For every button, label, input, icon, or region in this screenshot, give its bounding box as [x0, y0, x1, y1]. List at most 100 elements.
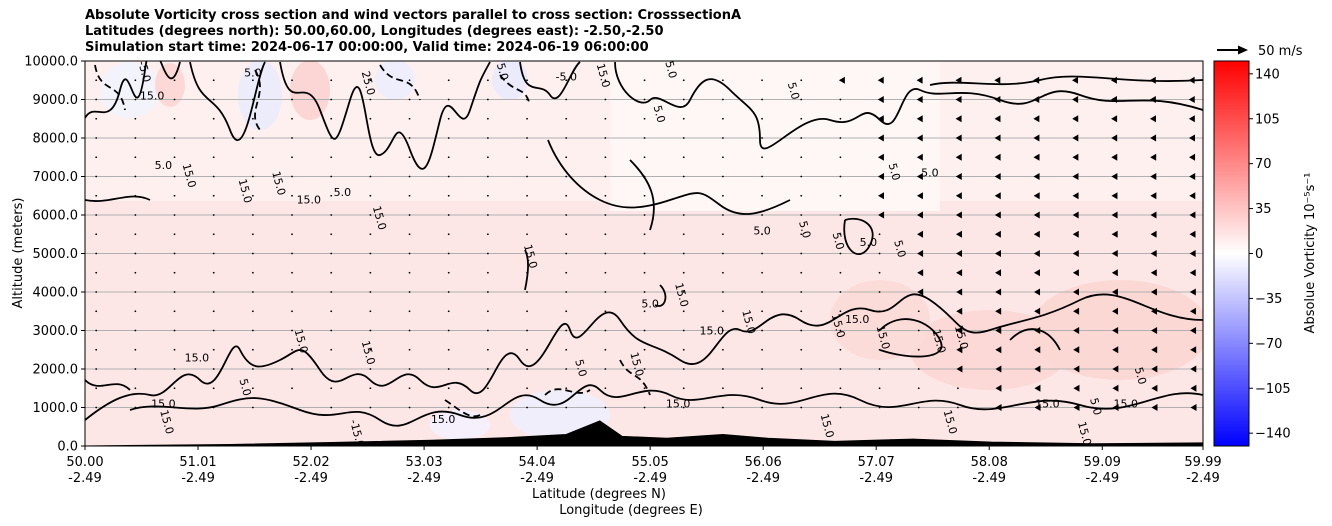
wind-vector	[994, 173, 1001, 180]
contour-label: 15.0	[672, 281, 691, 308]
wind-vector	[721, 117, 724, 120]
wind-vector	[486, 214, 489, 216]
wind-vector	[173, 233, 176, 236]
wind-vector	[408, 310, 411, 313]
wind-vector	[486, 233, 489, 236]
wind-vector	[486, 194, 489, 197]
wind-vector	[878, 291, 881, 293]
x-tick-label-lon: -2.49	[1186, 471, 1220, 486]
wind-vector	[526, 194, 528, 197]
wind-vector	[408, 79, 411, 82]
contour-label: 15.0	[370, 204, 389, 231]
x-tick-label-lon: -2.49	[859, 471, 893, 486]
wind-vector	[643, 98, 646, 101]
wind-vector	[95, 329, 98, 332]
wind-vector	[878, 387, 881, 390]
wind-vector	[916, 134, 923, 142]
wind-vector	[994, 211, 1001, 219]
wind-vector	[917, 387, 920, 390]
wind-vector	[916, 153, 923, 161]
contour-label: 5.0	[1132, 366, 1149, 386]
wind-vector	[721, 175, 724, 178]
wind-vector	[761, 291, 763, 293]
contour-label: 15.0	[627, 351, 646, 378]
wind-vector	[565, 156, 568, 159]
wind-vector	[800, 214, 803, 216]
contour-label: 15.0	[521, 243, 540, 270]
wind-vector	[369, 117, 372, 120]
wind-vector	[1034, 307, 1041, 315]
wind-vector	[604, 194, 607, 197]
wind-vector	[212, 156, 215, 159]
wind-vector	[1033, 211, 1040, 219]
wind-vector	[956, 269, 963, 277]
wind-vector	[877, 96, 884, 103]
contour-label: 15.0	[185, 351, 210, 364]
wind-vector	[526, 252, 528, 255]
wind-vector	[878, 368, 881, 370]
wind-vector	[800, 368, 803, 370]
wind-vector	[173, 137, 176, 139]
contour-label: -15.0	[347, 418, 367, 449]
wind-vector	[761, 175, 763, 178]
wind-vector	[800, 117, 803, 120]
wind-vector	[604, 233, 607, 236]
wind-vector	[1072, 76, 1079, 84]
wind-vector	[1072, 153, 1079, 161]
wind-vector	[173, 214, 176, 216]
wind-vector	[957, 406, 959, 409]
wind-vector	[800, 310, 803, 313]
wind-vector	[877, 76, 884, 84]
wind-vector	[721, 194, 724, 197]
wind-vector	[251, 406, 254, 409]
title-line-1: Absolute Vorticity cross section and win…	[85, 8, 742, 23]
wind-vector	[486, 175, 489, 178]
y-tick-label: 10000.0	[24, 55, 78, 70]
wind-vector	[95, 310, 98, 313]
wind-vector	[408, 175, 411, 178]
quiver-key-label: 50 m/s	[1258, 44, 1303, 59]
wind-vector	[1149, 76, 1156, 84]
wind-vector	[251, 368, 254, 370]
wind-vector	[565, 348, 568, 351]
wind-vector	[917, 269, 924, 277]
wind-vector	[643, 137, 646, 139]
wind-vector	[1033, 230, 1040, 238]
wind-vector	[721, 406, 724, 409]
wind-vector	[565, 387, 568, 390]
wind-vector	[134, 117, 137, 120]
wind-vector	[1033, 269, 1040, 277]
wind-vector	[95, 271, 98, 274]
wind-vector	[994, 153, 1001, 161]
terrain-profile	[85, 420, 1203, 446]
wind-vector	[134, 406, 137, 409]
wind-vector	[1151, 346, 1158, 354]
wind-vector	[565, 194, 568, 197]
contour-label: 5.0	[886, 162, 903, 182]
wind-vector	[995, 365, 1002, 373]
wind-vector	[95, 214, 98, 216]
wind-vector	[604, 329, 607, 332]
wind-vector	[1111, 153, 1118, 161]
x-tick-label-lon: -2.49	[294, 471, 328, 486]
y-tick-label: 1000.0	[33, 401, 79, 416]
wind-vector	[447, 194, 450, 197]
wind-vector	[212, 348, 215, 351]
wind-vector	[1072, 269, 1079, 277]
wind-vector	[604, 117, 607, 120]
wind-vector	[1150, 250, 1157, 257]
wind-vector	[916, 115, 923, 123]
wind-vector	[447, 117, 450, 120]
wind-vector	[447, 137, 450, 139]
wind-vector	[1111, 230, 1118, 238]
wind-vector	[95, 98, 98, 101]
wind-vector	[173, 98, 176, 101]
wind-vector	[291, 271, 293, 274]
wind-vector	[1111, 173, 1118, 180]
wind-vector	[1151, 404, 1158, 411]
chart-title: Absolute Vorticity cross section and win…	[85, 8, 741, 56]
wind-vector	[95, 117, 98, 120]
contour-label: 5.0	[921, 167, 939, 180]
wind-vector	[956, 327, 963, 334]
wind-vector	[604, 79, 607, 82]
